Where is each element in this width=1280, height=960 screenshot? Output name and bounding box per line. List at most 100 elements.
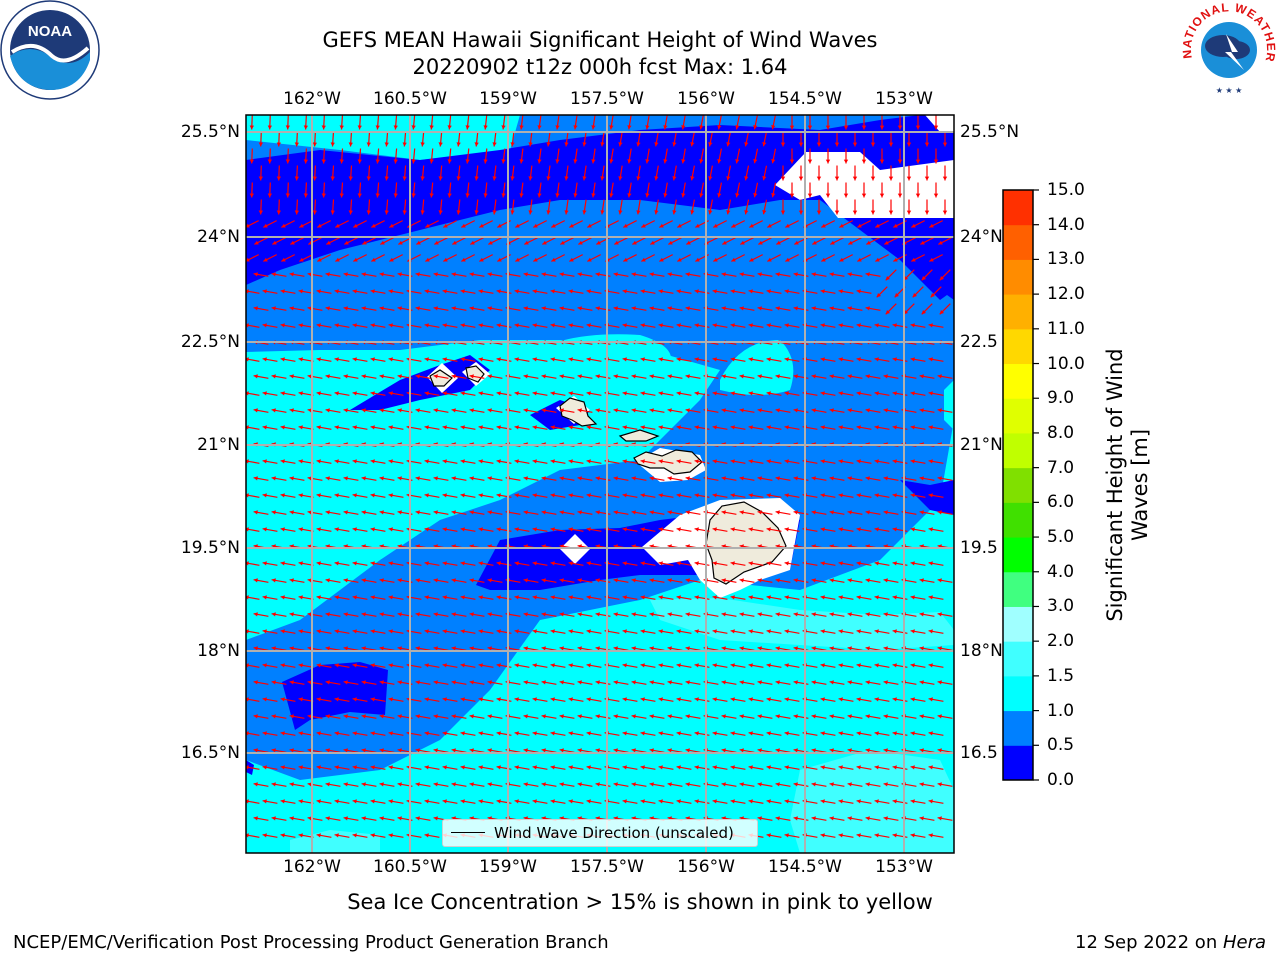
wave-arrow-head bbox=[685, 578, 690, 583]
wave-arrow-head bbox=[307, 748, 312, 753]
wave-arrow-head bbox=[280, 527, 285, 532]
lon-label-top: 157.5°W bbox=[570, 89, 644, 109]
wave-arrow-head bbox=[460, 561, 465, 566]
wave-arrow-head bbox=[361, 748, 366, 753]
wave-arrow-head bbox=[875, 257, 880, 262]
wave-arrow-head bbox=[685, 272, 690, 277]
wave-arrow-head bbox=[271, 782, 276, 787]
wave-arrow-head bbox=[622, 595, 627, 600]
wave-arrow-head bbox=[928, 493, 933, 498]
wave-arrow-head bbox=[856, 833, 861, 838]
wave-arrow-head bbox=[663, 159, 668, 164]
wave-arrow-head bbox=[568, 289, 573, 294]
lon-label-top: 160.5°W bbox=[373, 89, 447, 109]
wave-arrow-head bbox=[757, 510, 762, 515]
wave-arrow-head bbox=[811, 510, 816, 515]
wave-arrow-head bbox=[487, 476, 492, 481]
wave-arrow-head bbox=[897, 193, 903, 198]
wave-arrow-head bbox=[595, 476, 600, 481]
wave-arrow-head bbox=[695, 223, 700, 228]
wave-arrow-head bbox=[685, 782, 690, 787]
wave-arrow-head bbox=[811, 578, 816, 583]
wave-arrow-head bbox=[784, 391, 789, 396]
wave-arrow-head bbox=[820, 493, 825, 498]
colorbar-segment bbox=[1003, 675, 1033, 712]
wave-arrow-head bbox=[654, 142, 659, 147]
wave-arrow-head bbox=[622, 731, 627, 736]
wave-arrow-head bbox=[690, 142, 695, 147]
wave-arrow-head bbox=[298, 663, 303, 668]
wave-arrow-head bbox=[910, 459, 915, 464]
wave-arrow-head bbox=[352, 357, 357, 362]
wave-arrow-head bbox=[892, 425, 897, 430]
wave-arrow-head bbox=[559, 578, 564, 583]
wave-arrow-head bbox=[532, 663, 537, 668]
wave-arrow-head bbox=[717, 125, 722, 130]
wave-arrow-head bbox=[694, 663, 699, 668]
wave-arrow-head bbox=[352, 527, 357, 532]
wave-arrow-head bbox=[496, 629, 501, 634]
wave-arrow-head bbox=[623, 223, 628, 228]
wave-arrow-head bbox=[289, 612, 294, 617]
wave-arrow-head bbox=[748, 425, 753, 430]
wave-arrow-head bbox=[289, 714, 294, 719]
wave-arrow-head bbox=[515, 257, 520, 262]
wave-arrow-head bbox=[631, 408, 636, 413]
wave-arrow-head bbox=[397, 748, 402, 753]
wave-arrow-head bbox=[861, 159, 867, 164]
wave-arrow-head bbox=[298, 527, 303, 532]
wave-arrow-head bbox=[307, 306, 312, 311]
nws-logo: NATIONAL WEATHER SERVICE ★ ★ ★ bbox=[1178, 0, 1277, 96]
wave-arrow-head bbox=[442, 697, 447, 702]
wave-arrow-head bbox=[389, 257, 394, 262]
wave-arrow-head bbox=[811, 782, 816, 787]
wave-arrow-head bbox=[352, 663, 357, 668]
wave-arrow-head bbox=[316, 629, 321, 634]
wave-arrow-head bbox=[496, 323, 501, 328]
wave-arrow-head bbox=[523, 612, 528, 617]
wave-arrow-head bbox=[730, 629, 735, 634]
wave-arrow-head bbox=[876, 293, 881, 298]
wave-arrow-head bbox=[352, 391, 357, 396]
wave-arrow-head bbox=[370, 561, 375, 566]
wave-arrow-head bbox=[771, 159, 776, 164]
wave-arrow-head bbox=[550, 323, 555, 328]
wave-arrow-head bbox=[496, 459, 501, 464]
wave-arrow-head bbox=[766, 425, 771, 430]
wave-arrow-head bbox=[442, 493, 447, 498]
wave-arrow-head bbox=[847, 306, 852, 311]
wave-arrow-head bbox=[694, 765, 699, 770]
wave-arrow-head bbox=[316, 323, 321, 328]
wave-arrow-head bbox=[262, 595, 267, 600]
wave-arrow-head bbox=[370, 629, 375, 634]
wave-arrow-head bbox=[541, 578, 546, 583]
wave-arrow-head bbox=[568, 527, 573, 532]
wave-arrow-head bbox=[416, 240, 421, 245]
wave-arrow-head bbox=[393, 159, 398, 164]
wave-arrow-head bbox=[253, 612, 258, 617]
wave-arrow-head bbox=[829, 578, 834, 583]
wave-arrow-head bbox=[883, 680, 888, 685]
wave-arrow-head bbox=[640, 323, 645, 328]
wave-arrow-head bbox=[933, 193, 939, 198]
wave-arrow-head bbox=[573, 193, 578, 198]
wave-arrow-head bbox=[397, 816, 402, 821]
wave-arrow-head bbox=[766, 663, 771, 668]
wave-arrow-head bbox=[370, 697, 375, 702]
wave-arrow-head bbox=[920, 240, 925, 245]
wave-arrow-head bbox=[928, 765, 933, 770]
wave-arrow-head bbox=[528, 210, 533, 215]
wave-arrow-head bbox=[424, 833, 429, 838]
wave-arrow-head bbox=[388, 561, 393, 566]
wave-arrow-head bbox=[874, 391, 879, 396]
wave-arrow-head bbox=[253, 578, 258, 583]
wave-arrow-head bbox=[672, 142, 677, 147]
wave-arrow-head bbox=[263, 223, 268, 228]
wave-arrow-head bbox=[325, 646, 330, 651]
wave-arrow-head bbox=[910, 799, 915, 804]
wave-arrow-head bbox=[402, 176, 407, 181]
wave-arrow-head bbox=[253, 374, 258, 379]
wave-arrow-head bbox=[793, 578, 798, 583]
wave-arrow-head bbox=[272, 240, 277, 245]
wave-arrow-head bbox=[424, 289, 429, 294]
